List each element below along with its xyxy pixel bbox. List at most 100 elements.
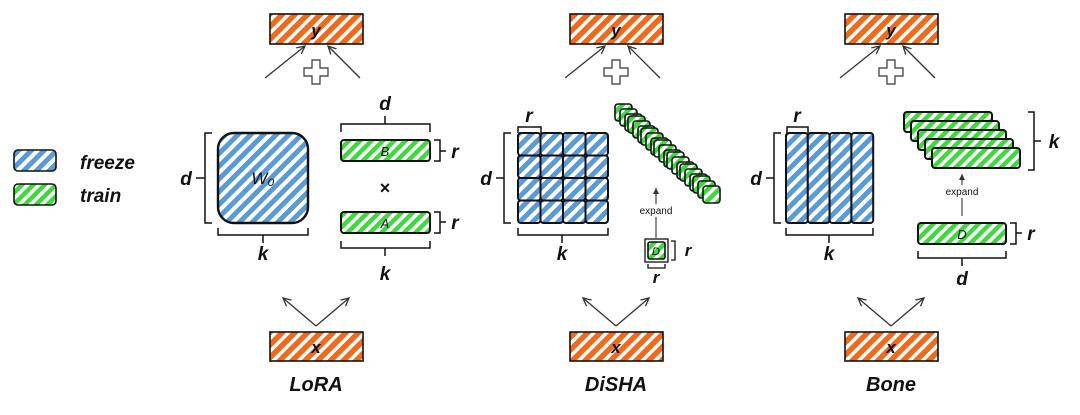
disha-grid-block	[584, 154, 609, 179]
disha-d-bracket	[503, 132, 511, 224]
disha-grid-block	[584, 199, 609, 224]
disha-d-dim-r-bottom: r	[653, 268, 661, 287]
bone-d-bottom-bracket	[917, 251, 1007, 259]
disha-frozen-grid	[517, 132, 609, 224]
disha-grid-block	[562, 132, 587, 157]
legend-freeze-label: freeze	[80, 153, 135, 174]
lora-arrow-right-up	[328, 46, 361, 79]
lora-title: LoRA	[289, 374, 342, 396]
disha-grid-block	[539, 199, 564, 224]
disha-expand-label: expand	[640, 206, 673, 217]
disha-grid-block	[562, 199, 587, 224]
bone-panel: y r d k k expand D r d x	[750, 13, 1061, 396]
train-swatch	[13, 183, 57, 206]
lora-b-dim-d: d	[379, 94, 391, 115]
bone-input-x	[844, 331, 939, 362]
disha-d-r-bottom-bracket	[647, 264, 666, 269]
bone-frozen-columns	[785, 132, 875, 224]
bone-stack-dim-k: k	[1049, 132, 1061, 153]
bone-d-r-bracket	[1010, 222, 1017, 245]
disha-plus-icon	[603, 59, 629, 85]
disha-arrow-right-up	[628, 46, 661, 79]
bone-d-block	[917, 222, 1007, 245]
disha-title: DiSHA	[585, 374, 647, 396]
lora-k-bracket	[217, 228, 309, 236]
lora-arrow-left-up	[264, 46, 305, 79]
disha-y-label: y	[610, 21, 622, 40]
disha-grid-dim-r: r	[525, 106, 534, 127]
disha-grid-block	[539, 177, 564, 202]
disha-d-label: D	[652, 246, 660, 258]
lora-times-sign: ×	[380, 178, 391, 198]
bone-frozen-column	[785, 132, 809, 224]
bone-d-bracket	[773, 132, 781, 224]
bone-y-label: y	[885, 21, 897, 40]
disha-expand-label-bg	[632, 204, 680, 217]
disha-d-block	[647, 241, 666, 260]
disha-grid-block	[584, 177, 609, 202]
bone-expand-label: expand	[946, 187, 979, 198]
disha-grid-dim-k: k	[557, 244, 569, 265]
freeze-swatch	[13, 149, 57, 172]
bone-expanded-stack	[903, 111, 1021, 169]
bone-arrow-left-up	[839, 46, 880, 79]
disha-d-dim-r-right: r	[685, 241, 693, 260]
legend: freeze train	[13, 149, 135, 207]
bone-title: Bone	[866, 374, 916, 396]
disha-grid-block	[539, 154, 564, 179]
disha-d-outer-frame	[644, 238, 669, 263]
bone-d-dim-r: r	[1027, 224, 1036, 245]
bone-arrow-left-down	[858, 298, 892, 327]
disha-panel: y r d k expand D r r x DiSHA	[480, 13, 721, 396]
lora-w0-dim-d: d	[180, 169, 192, 190]
disha-grid-block	[517, 177, 542, 202]
lora-a-k-bracket	[340, 241, 431, 249]
disha-grid-block	[562, 177, 587, 202]
bone-cols-dim-d: d	[750, 169, 762, 190]
lora-b-matrix	[340, 139, 431, 162]
bone-d-dim-d: d	[956, 269, 968, 290]
lora-a-dim-r: r	[451, 213, 460, 234]
bone-expanded-bar	[931, 147, 1021, 169]
disha-d-r-bracket	[671, 240, 676, 261]
disha-arrow-left-up	[564, 46, 605, 79]
bone-expand-label-bg	[938, 185, 986, 198]
bone-frozen-column	[850, 132, 875, 224]
disha-r-bracket	[517, 126, 542, 133]
lora-plus-icon	[303, 59, 329, 85]
bone-plus-icon	[878, 59, 904, 85]
bone-cols-dim-r: r	[793, 106, 802, 127]
disha-input-x	[569, 331, 664, 362]
bone-stack-k-bracket	[1028, 111, 1035, 171]
lora-w0-dim-k: k	[258, 244, 270, 265]
lora-output-y	[269, 13, 364, 45]
bone-x-label: x	[885, 338, 897, 357]
lora-arrow-left-down	[283, 298, 317, 327]
disha-expanded-blocks	[614, 103, 721, 204]
lora-a-matrix	[340, 211, 431, 234]
lora-x-label: x	[310, 338, 322, 357]
lora-b-label: B	[381, 144, 390, 159]
lora-d-bracket	[204, 132, 212, 224]
disha-output-y	[569, 13, 664, 45]
disha-grid-block	[562, 154, 587, 179]
disha-arrow-left-down	[583, 298, 617, 327]
bone-frozen-column	[828, 132, 853, 224]
lora-d-top-bracket	[340, 123, 431, 132]
bone-d-label: D	[957, 227, 966, 242]
lora-panel: y W₀ d k d B r × A r k	[180, 13, 460, 396]
lora-b-r-bracket	[434, 139, 441, 162]
bone-k-bracket	[785, 228, 874, 236]
disha-x-label: x	[610, 338, 622, 357]
lora-a-dim-k: k	[380, 264, 392, 285]
disha-k-bracket	[517, 228, 609, 236]
lora-y-label: y	[310, 21, 322, 40]
disha-grid-block	[584, 132, 609, 157]
lora-w0-label: W₀	[251, 169, 274, 188]
bone-frozen-column	[806, 132, 831, 224]
bone-arrow-right-up	[903, 46, 936, 79]
lora-arrow-right-down	[315, 298, 349, 327]
bone-output-y	[844, 13, 939, 45]
bone-arrow-right-down	[890, 298, 924, 327]
lora-a-r-bracket	[434, 211, 441, 234]
